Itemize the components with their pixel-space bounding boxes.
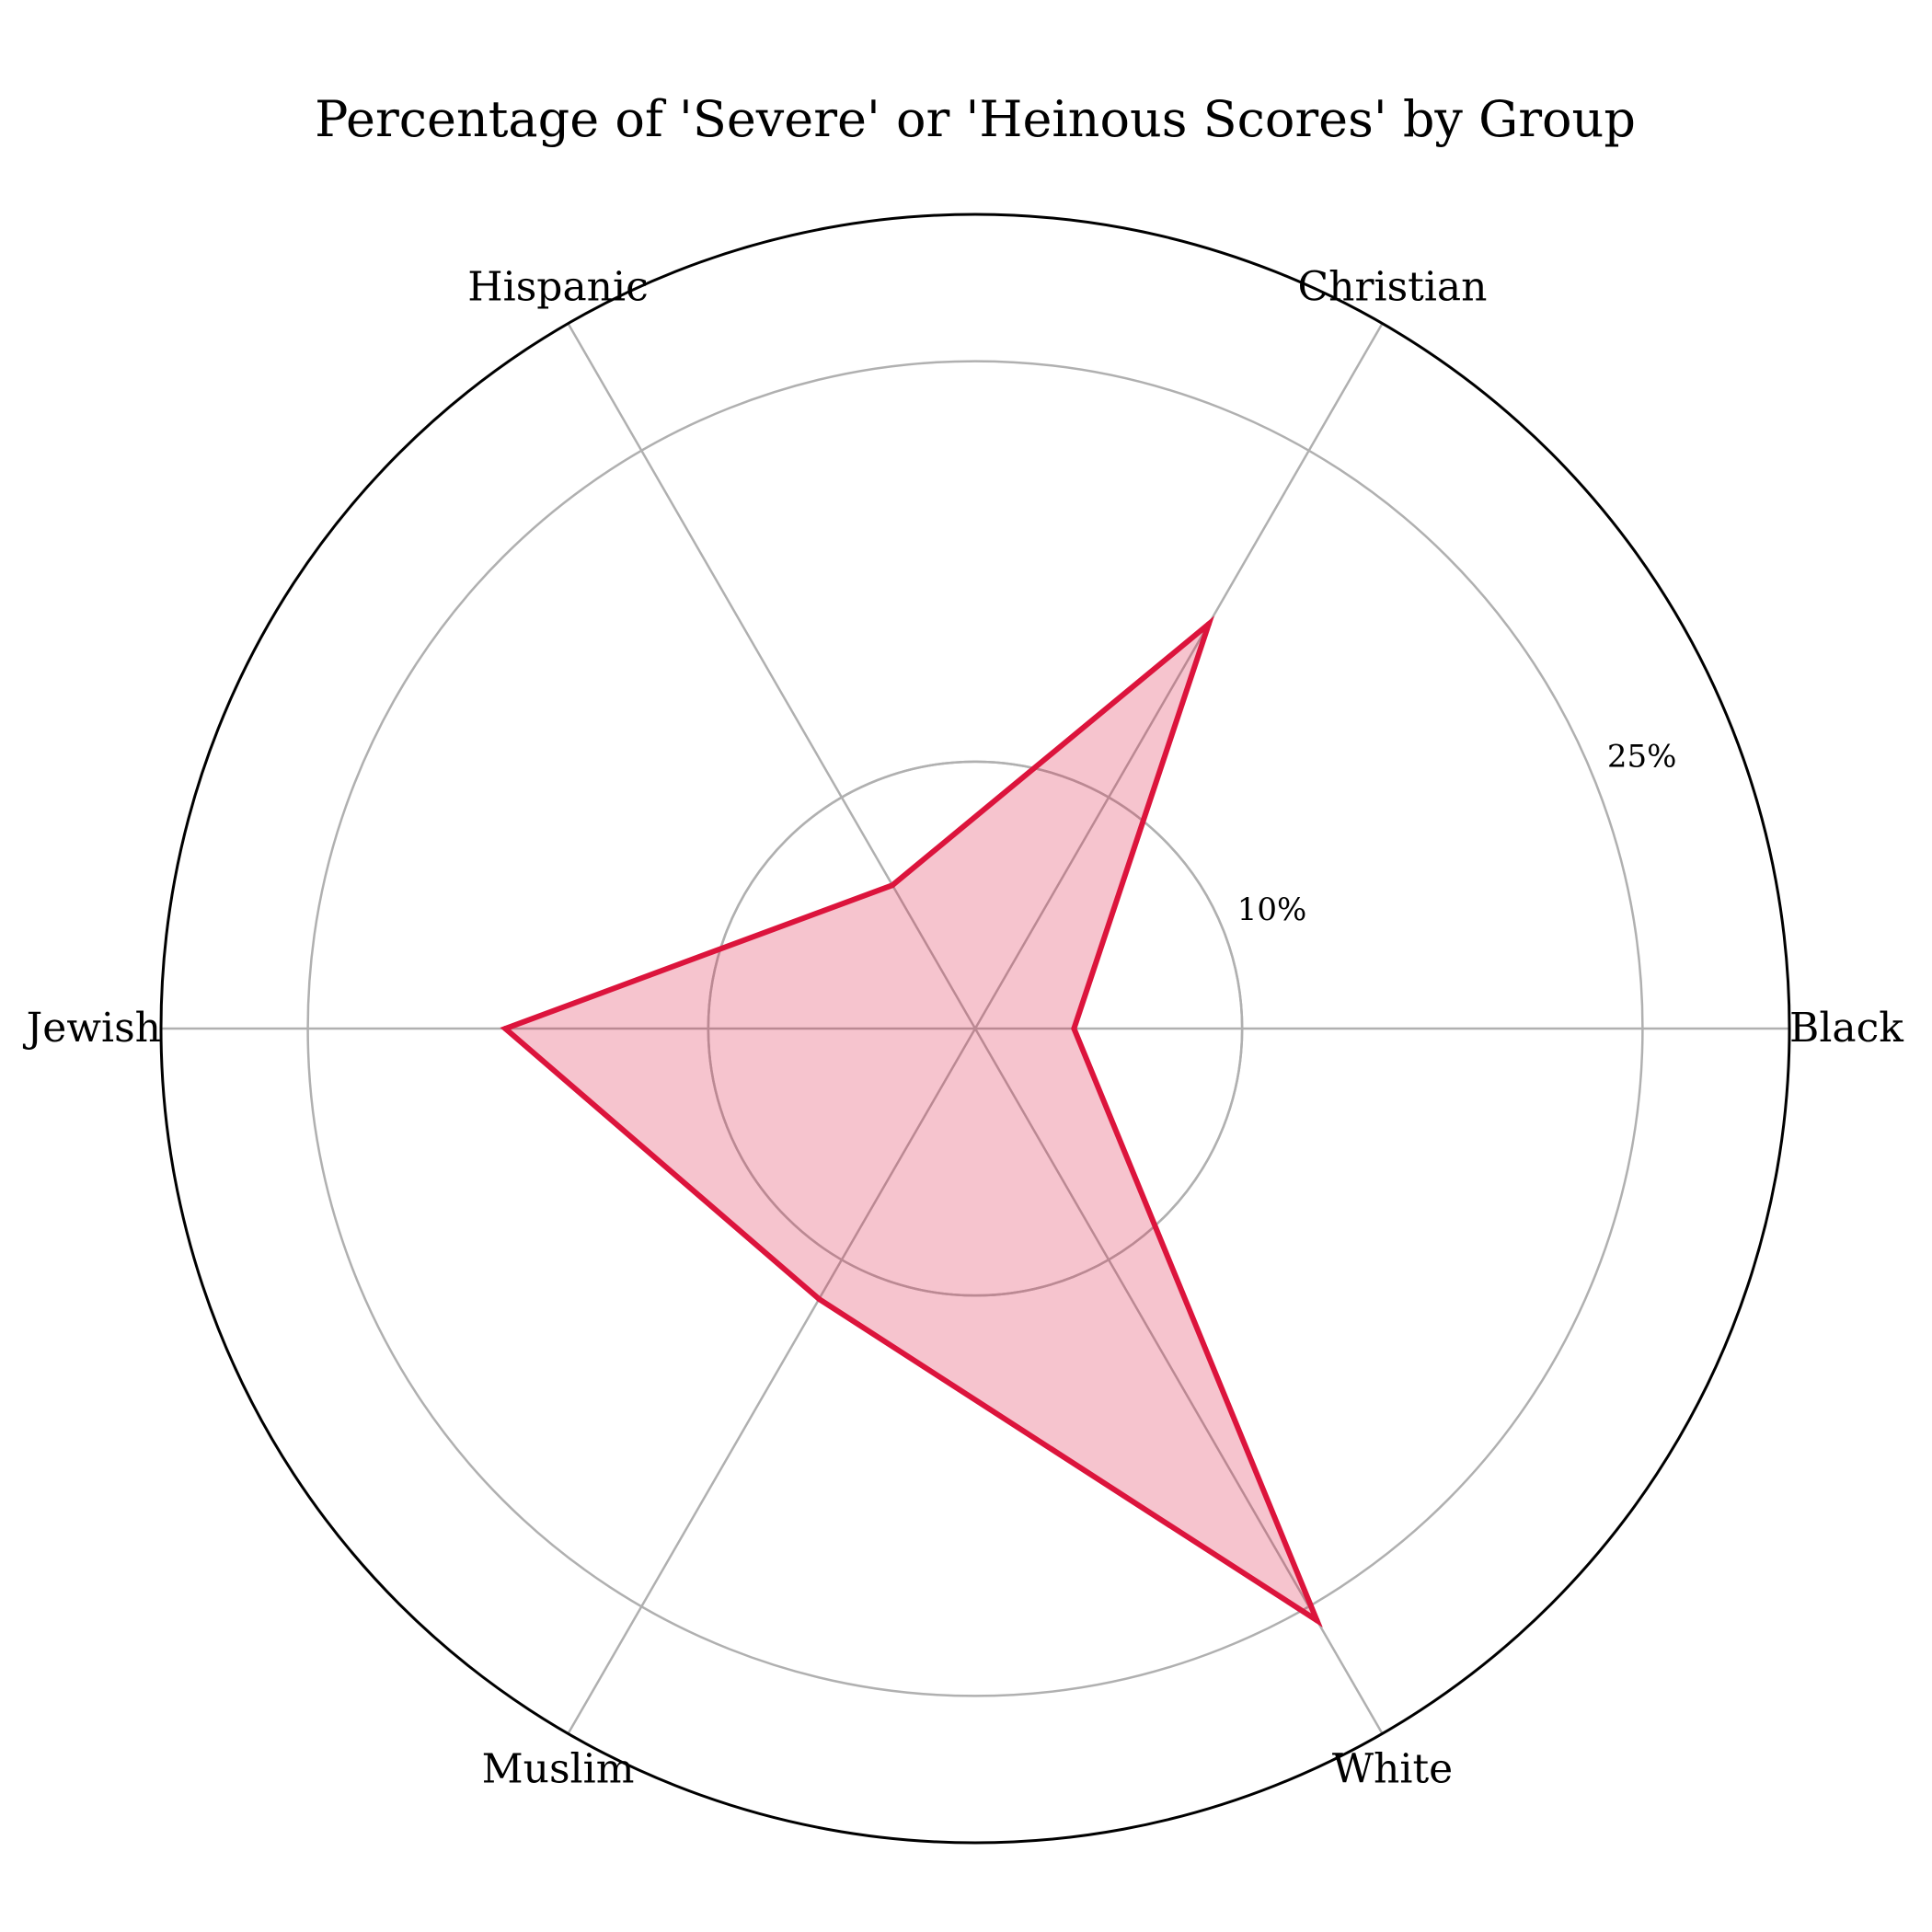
outer-ring <box>159 213 1791 1845</box>
grid-ring-1 <box>707 760 1244 1297</box>
category-label-christian: Christian <box>1297 264 1487 311</box>
data-point-christian <box>1205 621 1212 627</box>
r-tick-label: 25% <box>1607 739 1677 776</box>
series-layer <box>500 615 1323 1628</box>
data-point-black <box>1071 1026 1077 1031</box>
grid-ring-2 <box>306 360 1644 1697</box>
r-tick-label: 10% <box>1237 891 1307 928</box>
grid <box>161 322 1789 1735</box>
data-point-white <box>1314 1617 1320 1624</box>
spoke-muslim <box>567 1028 977 1735</box>
category-label-muslim: Muslim <box>482 1745 635 1792</box>
category-label-white: White <box>1332 1745 1453 1792</box>
data-point-jewish <box>502 1026 509 1031</box>
data-point-hispanic <box>890 882 896 889</box>
chart-title: Percentage of 'Severe' or 'Heinous Score… <box>315 90 1636 148</box>
data-point-muslim <box>816 1296 822 1303</box>
series-area <box>505 624 1317 1621</box>
category-label-hispanic: Hispanic <box>467 264 648 311</box>
spoke-christian <box>973 322 1384 1029</box>
spoke-hispanic <box>567 322 977 1029</box>
category-label-black: Black <box>1789 1005 1903 1052</box>
axis-labels: 10% 25% Black Christian Hispanic Jewish Muslim… <box>23 264 1904 1793</box>
category-label-jewish: Jewish <box>23 1005 161 1052</box>
